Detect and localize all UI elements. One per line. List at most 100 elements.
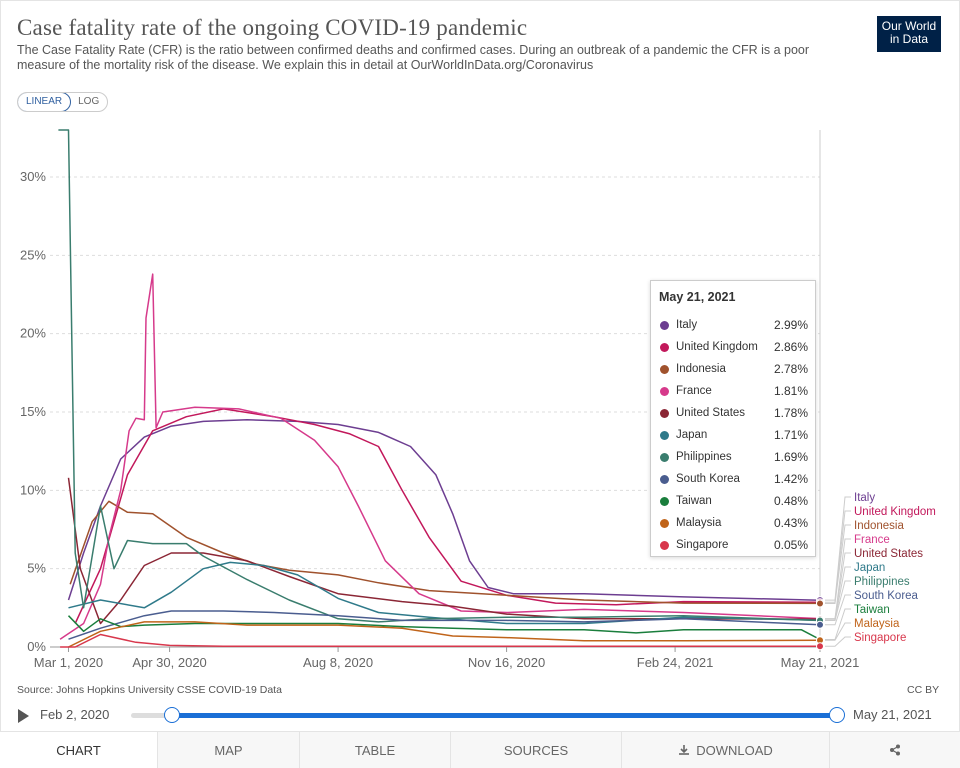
tab-table[interactable]: TABLE bbox=[300, 732, 451, 768]
tooltip-row: South Korea 1.42% bbox=[651, 468, 815, 490]
series-line bbox=[67, 419, 821, 601]
legend-label: United Kingdom bbox=[854, 506, 936, 518]
legend-label: Taiwan bbox=[854, 604, 890, 616]
logo-line-1: Our World bbox=[881, 19, 937, 33]
tooltip-entity-name: Philippines bbox=[676, 451, 732, 463]
series-line bbox=[58, 129, 821, 623]
legend-connector bbox=[825, 524, 851, 604]
y-tick-label: 0% bbox=[27, 639, 46, 654]
legend-label: Singapore bbox=[854, 632, 906, 644]
legend-label: France bbox=[854, 534, 890, 546]
linear-scale-button[interactable]: LINEAR bbox=[18, 93, 72, 111]
tooltip-entity-name: Malaysia bbox=[676, 517, 722, 529]
legend-label: South Korea bbox=[854, 590, 919, 602]
tooltip-row: Taiwan 0.48% bbox=[651, 490, 815, 512]
tooltip-color-dot bbox=[660, 408, 669, 418]
tooltip-entity-name: Japan bbox=[676, 429, 708, 441]
tab-map[interactable]: MAP bbox=[158, 732, 300, 768]
tooltip-entity-name: United Kingdom bbox=[676, 341, 758, 353]
play-icon[interactable] bbox=[18, 709, 29, 723]
tooltip-color-dot bbox=[660, 474, 669, 484]
tooltip-value: 1.42% bbox=[773, 472, 808, 486]
tooltip-color-dot bbox=[660, 452, 669, 462]
source-note[interactable]: Source: Johns Hopkins University CSSE CO… bbox=[17, 684, 282, 696]
tooltip-value: 0.48% bbox=[773, 494, 808, 508]
log-scale-button[interactable]: LOG bbox=[78, 96, 100, 107]
legend-label: Philippines bbox=[854, 576, 910, 588]
timeline-start-date: Feb 2, 2020 bbox=[40, 707, 110, 722]
tooltip-row: Italy 2.99% bbox=[651, 314, 815, 336]
tooltip-row: France 1.81% bbox=[651, 380, 815, 402]
y-tick-label: 15% bbox=[20, 404, 46, 419]
download-icon bbox=[679, 745, 690, 755]
timeline-end-handle[interactable] bbox=[829, 707, 845, 723]
legend-connector bbox=[825, 580, 851, 622]
tooltip-entity-name: France bbox=[676, 385, 712, 397]
tooltip-color-dot bbox=[660, 430, 669, 440]
logo-line-2: in Data bbox=[889, 32, 929, 46]
tooltip-row: Philippines 1.69% bbox=[651, 446, 815, 468]
series-line bbox=[68, 610, 821, 640]
tab-download[interactable]: DOWNLOAD bbox=[622, 732, 830, 768]
series-line bbox=[67, 477, 821, 625]
tab-bar: CHART MAP TABLE SOURCES DOWNLOAD bbox=[0, 731, 960, 768]
legend-connector bbox=[825, 608, 851, 640]
tooltip-color-dot bbox=[660, 496, 669, 506]
page-title: Case fatality rate of the ongoing COVID-… bbox=[17, 15, 528, 40]
scale-toggle[interactable]: LINEAR LOG bbox=[17, 92, 109, 112]
tooltip-value: 1.71% bbox=[773, 428, 808, 442]
legend-label: United States bbox=[854, 548, 923, 560]
hover-tooltip: May 21, 2021 Italy 2.99% United Kingdom 2.8… bbox=[650, 280, 816, 557]
tooltip-value: 2.99% bbox=[773, 318, 808, 332]
tooltip-color-dot bbox=[660, 342, 669, 352]
tooltip-color-dot bbox=[660, 386, 669, 396]
series-line bbox=[67, 615, 821, 641]
series-line bbox=[68, 621, 821, 648]
tooltip-entity-name: Singapore bbox=[676, 539, 729, 551]
x-tick-label: May 21, 2021 bbox=[781, 655, 860, 670]
tooltip-color-dot bbox=[660, 518, 669, 528]
tooltip-entity-name: South Korea bbox=[676, 473, 740, 485]
tooltip-value: 0.05% bbox=[773, 538, 808, 552]
chart-subtitle: The Case Fatality Rate (CFR) is the rati… bbox=[17, 43, 810, 72]
tooltip-value: 2.78% bbox=[773, 362, 808, 376]
legend-label: Malaysia bbox=[854, 618, 900, 630]
tooltip-rows: Italy 2.99% United Kingdom 2.86% Indonesia 2.… bbox=[651, 314, 815, 556]
x-tick-label: Mar 1, 2020 bbox=[34, 655, 103, 670]
y-tick-label: 25% bbox=[20, 247, 46, 262]
tooltip-row: Japan 1.71% bbox=[651, 424, 815, 446]
legend-connector bbox=[825, 622, 851, 641]
legend-connector bbox=[825, 594, 851, 626]
series-end-point bbox=[816, 599, 824, 608]
x-tick-label: Apr 30, 2020 bbox=[132, 655, 206, 670]
y-tick-label: 30% bbox=[20, 169, 46, 184]
license-link[interactable]: CC BY bbox=[907, 684, 940, 696]
tooltip-row: United States 1.78% bbox=[651, 402, 815, 424]
tooltip-value: 1.81% bbox=[773, 384, 808, 398]
tooltip-row: United Kingdom 2.86% bbox=[651, 336, 815, 358]
tab-sources[interactable]: SOURCES bbox=[451, 732, 622, 768]
x-tick-label: Aug 8, 2020 bbox=[303, 655, 373, 670]
tooltip-entity-name: Taiwan bbox=[676, 495, 712, 507]
tooltip-row: Malaysia 0.43% bbox=[651, 512, 815, 534]
tooltip-row: Indonesia 2.78% bbox=[651, 358, 815, 380]
tab-share[interactable] bbox=[830, 732, 960, 768]
tooltip-color-dot bbox=[660, 540, 669, 550]
tooltip-value: 2.86% bbox=[773, 340, 808, 354]
owid-logo[interactable]: Our World in Data bbox=[877, 16, 941, 52]
tooltip-color-dot bbox=[660, 364, 669, 374]
x-tick-label: Feb 24, 2021 bbox=[637, 655, 714, 670]
line-chart[interactable]: 0% 5% 10% 15% 20% 25% 30% Mar 1, 2020 Apr 30, 20… bbox=[0, 0, 960, 680]
tooltip-row: Singapore 0.05% bbox=[651, 534, 815, 556]
timeline-start-handle[interactable] bbox=[164, 707, 180, 723]
y-tick-label: 20% bbox=[20, 326, 46, 341]
series-end-point bbox=[816, 620, 824, 629]
tab-chart[interactable]: CHART bbox=[0, 732, 158, 768]
share-icon bbox=[890, 744, 900, 756]
series-line bbox=[74, 408, 821, 624]
legend-connector bbox=[825, 636, 851, 647]
x-tick-label: Nov 16, 2020 bbox=[468, 655, 545, 670]
series-end-point bbox=[816, 642, 824, 651]
y-tick-label: 5% bbox=[27, 561, 46, 576]
tooltip-value: 1.69% bbox=[773, 450, 808, 464]
